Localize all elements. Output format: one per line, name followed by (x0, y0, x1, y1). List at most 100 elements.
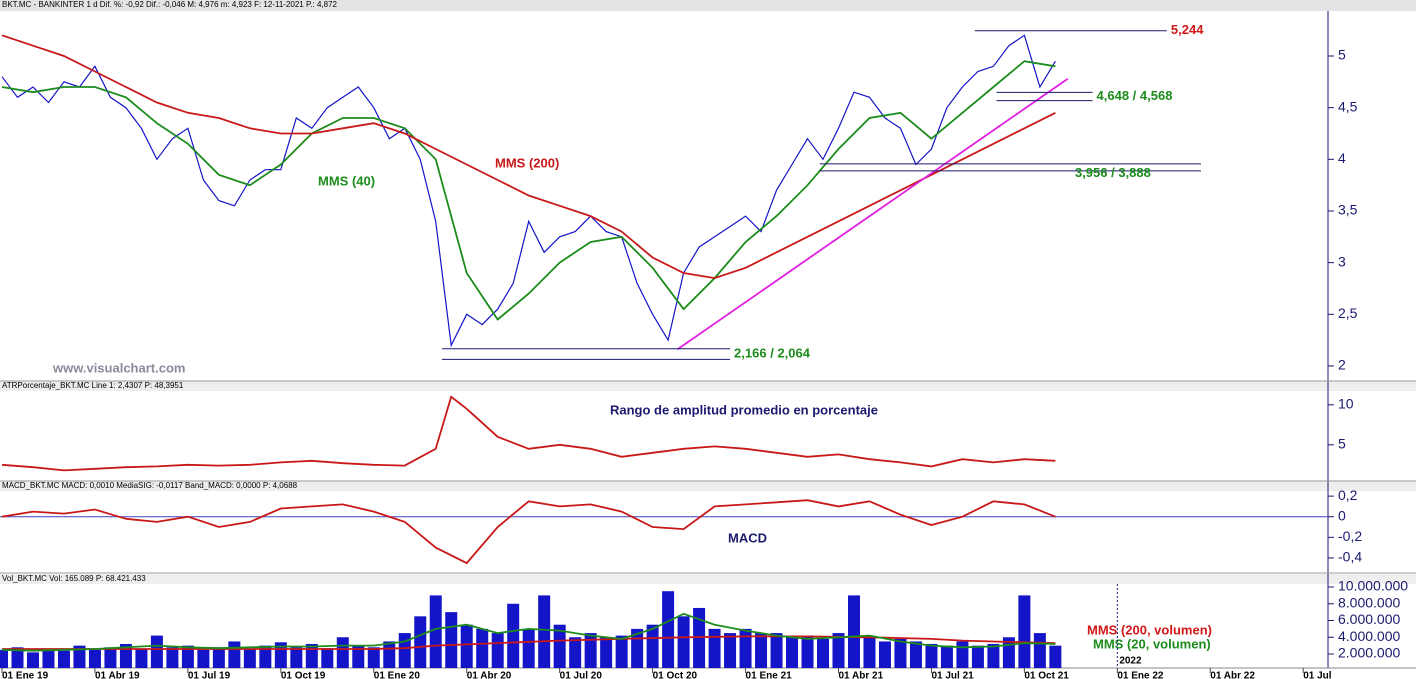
x-tick-label: 01 Oct 21 (1024, 671, 1069, 679)
panel-title: MACD_BKT.MC MACD: 0,0010 MediaSIG: -0,01… (2, 481, 298, 490)
volume-bar (584, 633, 597, 668)
y-tick-label: 4,5 (1338, 98, 1358, 114)
x-tick-label: 01 Ene 19 (2, 671, 49, 679)
volume-bar (383, 641, 396, 668)
volume-bar (429, 595, 442, 668)
series-line (1, 34, 1056, 280)
volume-bar (336, 637, 349, 668)
volume-bar (1018, 595, 1031, 668)
y-tick-label: 2 (1338, 357, 1346, 373)
volume-bar (522, 628, 535, 668)
volume-bar (739, 628, 752, 668)
x-tick-label: 01 Abr 22 (1210, 671, 1255, 679)
volume-bar (677, 616, 690, 668)
y-tick-label: -0,2 (1338, 528, 1362, 544)
volume-bar (42, 648, 55, 668)
volume-bar (414, 616, 427, 668)
volume-bar (398, 633, 411, 668)
volume-bar (11, 647, 24, 668)
series-line (1, 499, 1056, 565)
volume-bar (569, 637, 582, 668)
y-tick-label: 4.000.000 (1338, 628, 1400, 644)
volume-bar (553, 624, 566, 668)
level-label: 4,648 / 4,568 (1097, 88, 1173, 103)
header-bar (0, 381, 1416, 391)
volume-bar (646, 624, 659, 668)
annotation: MMS (40) (318, 173, 375, 188)
annotation: MACD (728, 530, 767, 545)
y-tick-label: -0,4 (1338, 549, 1362, 565)
panel-title: BKT.MC - BANKINTER 1 d Dif. %: -0,92 Dif… (2, 0, 338, 9)
volume-bar (1049, 645, 1062, 668)
volume-bar (150, 635, 163, 668)
x-tick-label: 01 Jul (1303, 671, 1332, 679)
panel-title: Vol_BKT.MC Vol: 165.089 P: 68.421.433 (2, 574, 146, 583)
volume-bar (909, 641, 922, 668)
volume-bar (693, 607, 706, 668)
volume-bar (801, 635, 814, 668)
volume-bar (894, 638, 907, 668)
volume-bar (615, 635, 628, 668)
series-line (1, 34, 1056, 348)
x-tick-label: 01 Abr 20 (467, 671, 512, 679)
x-tick-label: 01 Ene 20 (374, 671, 421, 679)
volume-bar (367, 647, 380, 668)
series-line (1, 612, 1056, 652)
volume-bar (166, 647, 179, 668)
series-line (1, 395, 1056, 472)
y-tick-label: 5 (1338, 47, 1346, 63)
y-tick-label: 10 (1338, 396, 1354, 412)
volume-bar (786, 637, 799, 668)
y-tick-label: 10.000.000 (1338, 578, 1408, 594)
volume-bar (135, 648, 148, 668)
volume-bar (956, 641, 969, 668)
volume-bar (878, 641, 891, 668)
volume-bar (243, 648, 256, 668)
series-line (1, 60, 1056, 321)
x-tick-label: 01 Oct 20 (653, 671, 698, 679)
volume-bar (73, 645, 86, 668)
annotation: Rango de amplitud promedio en porcentaje (610, 402, 878, 417)
volume-bar (26, 652, 39, 668)
y-tick-label: 2,5 (1338, 305, 1358, 321)
y-tick-label: 6.000.000 (1338, 611, 1400, 627)
volume-bar (212, 647, 225, 668)
volume-bar (88, 649, 101, 668)
annotation: MMS (200) (495, 155, 559, 170)
volume-bar (321, 648, 334, 668)
level-label: 3,956 / 3,888 (1075, 165, 1151, 180)
x-tick-label: 01 Abr 19 (95, 671, 140, 679)
year-label: 2022 (1119, 656, 1142, 667)
volume-bar (0, 649, 8, 668)
y-tick-label: 3 (1338, 253, 1346, 269)
level-label: 5,244 (1171, 22, 1204, 37)
volume-bar (971, 645, 984, 668)
header-bar (0, 0, 1416, 11)
panel-title: ATRPorcentaje_BKT.MC Line 1: 2,4307 P: 4… (2, 381, 184, 390)
volume-bar (352, 645, 365, 668)
volume-bar (197, 649, 210, 668)
volume-bar (181, 645, 194, 668)
x-tick-label: 01 Abr 21 (838, 671, 883, 679)
annotation: www.visualchart.com (52, 360, 185, 375)
volume-bar (104, 647, 117, 668)
volume-bar (817, 638, 830, 668)
x-tick-label: 01 Ene 22 (1117, 671, 1164, 679)
series-line (676, 77, 1069, 351)
y-tick-label: 0,2 (1338, 487, 1358, 503)
annotation: MMS (200, volumen) (1087, 622, 1212, 637)
volume-bar (259, 645, 272, 668)
volume-bar (600, 637, 613, 668)
volume-bar (863, 637, 876, 668)
x-tick-label: 01 Jul 20 (560, 671, 603, 679)
header-bar (0, 481, 1416, 491)
volume-bar (940, 645, 953, 668)
volume-bar (770, 633, 783, 668)
y-tick-label: 4 (1338, 150, 1346, 166)
y-tick-label: 8.000.000 (1338, 594, 1400, 610)
volume-bar (708, 628, 721, 668)
y-tick-label: 2.000.000 (1338, 645, 1400, 661)
volume-bar (476, 628, 489, 668)
